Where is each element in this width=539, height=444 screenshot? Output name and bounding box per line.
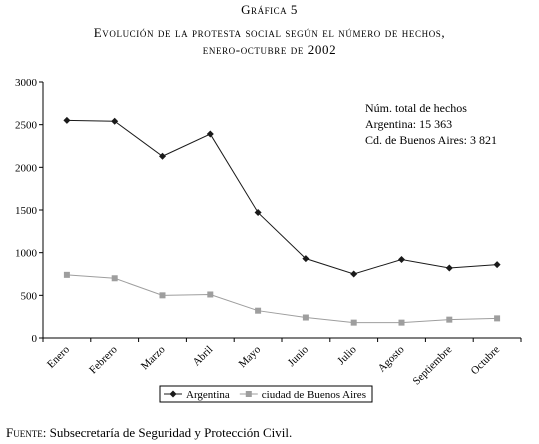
series-group: [63, 271, 501, 326]
data-point: [350, 319, 357, 326]
x-tick-label: Febrero: [87, 343, 120, 376]
x-tick-label: Junio: [286, 343, 312, 369]
data-point: [302, 314, 309, 321]
series-line: [66, 274, 498, 324]
legend-label: Argentina: [186, 389, 230, 401]
data-point: [445, 264, 453, 272]
data-point: [255, 307, 262, 314]
chart-legend: Argentina ciudad de Buenos Aires: [159, 385, 373, 403]
data-point: [254, 209, 262, 217]
source-text: Subsecretaría de Seguridad y Protección …: [46, 425, 293, 440]
line-chart: 0 500 1000 1500 2000 2500 3000 Enero Febrero Marz…: [15, 77, 522, 403]
x-tick-label: Julio: [335, 343, 359, 367]
source-note: Fuente: Subsecretaría de Seguridad y Pro…: [6, 425, 292, 441]
annotation-line-1: Núm. total de hechos: [365, 101, 467, 115]
data-point: [63, 116, 71, 124]
y-tick-label: 3000: [15, 77, 38, 89]
data-point: [446, 316, 453, 323]
x-tick-label: Abril: [191, 344, 216, 369]
chart-title-line-1: Evolución de la protesta social según el…: [93, 25, 446, 40]
x-tick-label: Enero: [45, 343, 72, 370]
y-tick-label: 500: [21, 290, 38, 302]
y-tick-label: 0: [32, 333, 38, 345]
data-point: [159, 152, 166, 160]
figure-label: Gráfica 5: [241, 2, 298, 17]
legend-swatch-marker: [169, 390, 177, 398]
x-tick-label: Marzo: [139, 343, 168, 372]
annotation-line-3: Cd. de Buenos Aires: 3 821: [365, 133, 497, 147]
chart-annotation: Núm. total de hechos Argentina: 15 363 C…: [365, 101, 497, 147]
source-label: Fuente:: [6, 425, 47, 440]
y-tick-label: 1000: [15, 248, 38, 260]
annotation-line-2: Argentina: 15 363: [365, 117, 452, 131]
data-point: [398, 255, 405, 263]
data-point: [302, 255, 310, 263]
legend-swatch-marker: [245, 391, 252, 397]
x-tick-label: Septiembre: [411, 344, 455, 388]
data-point: [111, 275, 118, 282]
data-point: [159, 292, 166, 299]
data-point: [350, 270, 358, 278]
x-tick-label: Octubre: [469, 344, 503, 378]
data-point: [207, 291, 214, 298]
legend-label: ciudad de Buenos Aires: [262, 389, 366, 401]
chart-title-line-2: enero-octubre de 2002: [202, 42, 337, 57]
data-point: [398, 319, 405, 326]
data-point: [111, 117, 119, 125]
x-tick-label: Agosto: [376, 343, 407, 374]
y-tick-label: 2500: [15, 120, 38, 132]
data-point: [493, 261, 501, 269]
chart-series: [63, 116, 501, 326]
y-tick-label: 1500: [15, 205, 38, 217]
y-tick-label: 2000: [15, 162, 38, 174]
data-point: [494, 315, 501, 322]
legend-box: [159, 385, 373, 403]
x-tick-label: Mayo: [237, 343, 264, 370]
data-point: [63, 271, 70, 278]
data-point: [206, 130, 214, 138]
series-group: [63, 116, 501, 278]
series-line: [66, 119, 498, 275]
